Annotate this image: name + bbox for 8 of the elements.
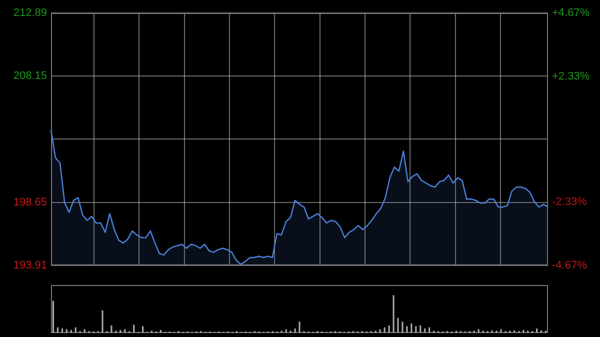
y-tick-label: 193.91 xyxy=(13,259,47,272)
y2-tick-label: -2.33% xyxy=(552,196,588,208)
y-tick-label: 208.15 xyxy=(13,70,47,82)
y2-tick-label: +4.67% xyxy=(552,7,590,20)
y-tick-label: 212.89 xyxy=(13,7,47,20)
y2-tick-label: +2.33% xyxy=(552,70,590,82)
y2-tick-label: -4.67% xyxy=(552,259,588,272)
y-tick-label: 198.65 xyxy=(13,196,47,208)
